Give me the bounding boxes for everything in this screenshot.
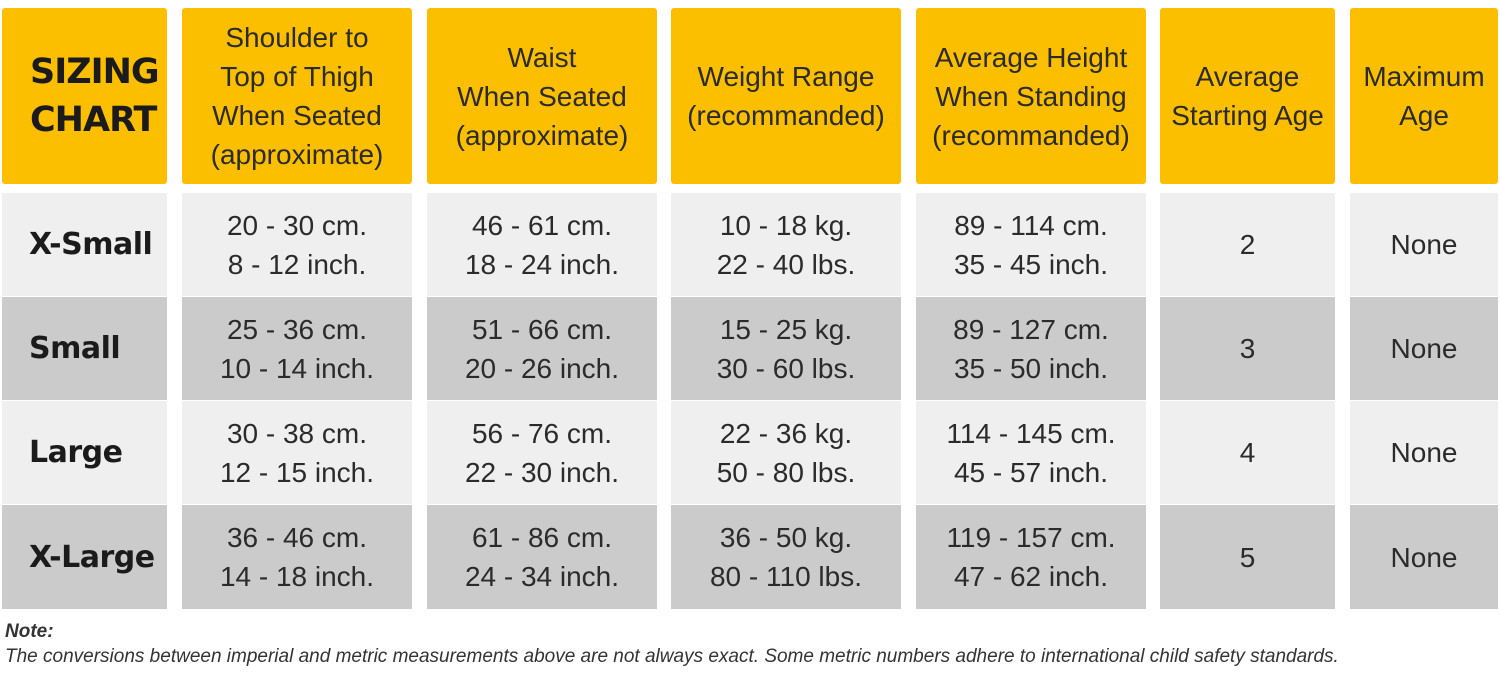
table-cell: 30 - 38 cm. 12 - 15 inch.: [182, 401, 412, 504]
note-title: Note:: [5, 621, 54, 642]
cell-line: 36 - 50 kg.: [719, 522, 853, 553]
table-cell: 3: [1160, 297, 1335, 400]
cell-line: 22 - 40 lbs.: [716, 248, 856, 280]
header-waist: Waist When Seated (approximate): [427, 8, 657, 184]
footnote: Note: The conversions between imperial a…: [5, 619, 1339, 669]
table-cell: 89 - 114 cm. 35 - 45 inch.: [916, 193, 1146, 296]
cell-line: 20 - 26 inch.: [464, 352, 620, 384]
cell-line: 51 - 66 cm.: [471, 313, 613, 345]
header-line: (approximate): [455, 119, 629, 151]
cell-line: 45 - 57 inch.: [953, 456, 1109, 488]
size-label-large: Large: [2, 401, 167, 504]
header-line: Starting Age: [1171, 100, 1324, 131]
table-cell: 119 - 157 cm. 47 - 62 inch.: [916, 505, 1146, 609]
cell-line: 24 - 34 inch.: [464, 561, 620, 592]
table-cell: 15 - 25 kg. 30 - 60 lbs.: [671, 297, 901, 400]
size-label-x-small: X-Small: [2, 193, 167, 296]
cell-line: 10 - 14 inch.: [219, 352, 375, 384]
cell-line: 15 - 25 kg.: [719, 313, 853, 345]
cell-line: 5: [1239, 541, 1256, 573]
cell-line: 20 - 30 cm.: [226, 209, 368, 241]
cell-line: None: [1390, 229, 1458, 260]
table-title: SIZING CHART: [2, 8, 167, 184]
cell-line: 10 - 18 kg.: [719, 209, 853, 241]
table-cell: None: [1350, 505, 1498, 609]
header-line: (approximate): [210, 139, 384, 170]
cell-line: 12 - 15 inch.: [219, 456, 375, 488]
size-label-small: Small: [2, 297, 167, 400]
header-line: Waist: [507, 41, 577, 73]
header-line: When Standing: [935, 80, 1127, 112]
cell-line: 89 - 114 cm.: [954, 209, 1108, 241]
table-cell: 4: [1160, 401, 1335, 504]
cell-line: 61 - 86 cm.: [471, 522, 613, 553]
header-line: Weight Range: [697, 61, 875, 92]
header-weight-range: Weight Range (recommanded): [671, 8, 901, 184]
cell-line: 35 - 45 inch.: [953, 248, 1109, 280]
cell-line: None: [1390, 333, 1458, 364]
table-cell: None: [1350, 297, 1498, 400]
header-line: Average Height: [934, 41, 1128, 73]
header-maximum-age: Maximum Age: [1350, 8, 1498, 184]
header-line: (recommanded): [932, 119, 1130, 151]
cell-line: 56 - 76 cm.: [471, 417, 613, 449]
sizing-chart-table: SIZING CHART Shoulder to Top of Thigh Wh…: [2, 8, 1498, 609]
cell-line: 89 - 127 cm.: [953, 313, 1109, 345]
cell-line: 119 - 157 cm.: [946, 522, 1116, 553]
cell-line: 4: [1239, 437, 1256, 468]
table-cell: 36 - 50 kg. 80 - 110 lbs.: [671, 505, 901, 609]
header-line: Top of Thigh: [220, 61, 374, 92]
cell-line: 18 - 24 inch.: [464, 248, 620, 280]
header-line: Shoulder to: [225, 22, 369, 53]
cell-line: 3: [1239, 333, 1256, 364]
table-cell: 22 - 36 kg. 50 - 80 lbs.: [671, 401, 901, 504]
table-cell: 46 - 61 cm. 18 - 24 inch.: [427, 193, 657, 296]
cell-line: 30 - 38 cm.: [226, 417, 368, 449]
table-cell: 51 - 66 cm. 20 - 26 inch.: [427, 297, 657, 400]
cell-line: 14 - 18 inch.: [219, 561, 375, 592]
cell-line: 8 - 12 inch.: [227, 248, 367, 280]
cell-line: 47 - 62 inch.: [953, 561, 1109, 592]
cell-line: 114 - 145 cm.: [946, 417, 1116, 449]
table-title-line: CHART: [30, 100, 157, 140]
header-line: Maximum: [1363, 61, 1485, 92]
cell-line: 46 - 61 cm.: [471, 209, 613, 241]
table-cell: 56 - 76 cm. 22 - 30 inch.: [427, 401, 657, 504]
header-average-height: Average Height When Standing (recommande…: [916, 8, 1146, 184]
cell-line: 50 - 80 lbs.: [716, 456, 856, 488]
cell-line: 80 - 110 lbs.: [709, 561, 863, 592]
table-cell: 36 - 46 cm. 14 - 18 inch.: [182, 505, 412, 609]
table-cell: None: [1350, 193, 1498, 296]
table-cell: 10 - 18 kg. 22 - 40 lbs.: [671, 193, 901, 296]
header-line: When Seated: [212, 100, 382, 131]
table-cell: 2: [1160, 193, 1335, 296]
cell-line: 25 - 36 cm.: [226, 313, 368, 345]
table-cell: 5: [1160, 505, 1335, 609]
table-title-line: SIZING: [30, 52, 160, 92]
header-line: Average: [1195, 61, 1300, 92]
table-cell: 20 - 30 cm. 8 - 12 inch.: [182, 193, 412, 296]
table-cell: 114 - 145 cm. 45 - 57 inch.: [916, 401, 1146, 504]
header-line: When Seated: [457, 80, 627, 112]
cell-line: None: [1390, 437, 1458, 468]
size-label-x-large: X-Large: [2, 505, 167, 609]
cell-line: None: [1390, 541, 1458, 573]
header-line: Age: [1399, 100, 1449, 131]
cell-line: 30 - 60 lbs.: [716, 352, 856, 384]
note-text: The conversions between imperial and met…: [5, 646, 1339, 667]
cell-line: 22 - 30 inch.: [464, 456, 620, 488]
cell-line: 2: [1239, 229, 1256, 260]
header-shoulder-to-thigh: Shoulder to Top of Thigh When Seated (ap…: [182, 8, 412, 184]
table-cell: 89 - 127 cm. 35 - 50 inch.: [916, 297, 1146, 400]
header-line: (recommanded): [687, 100, 885, 131]
table-cell: None: [1350, 401, 1498, 504]
cell-line: 22 - 36 kg.: [719, 417, 853, 449]
cell-line: 36 - 46 cm.: [226, 522, 368, 553]
header-starting-age: Average Starting Age: [1160, 8, 1335, 184]
table-cell: 61 - 86 cm. 24 - 34 inch.: [427, 505, 657, 609]
cell-line: 35 - 50 inch.: [953, 352, 1109, 384]
table-cell: 25 - 36 cm. 10 - 14 inch.: [182, 297, 412, 400]
